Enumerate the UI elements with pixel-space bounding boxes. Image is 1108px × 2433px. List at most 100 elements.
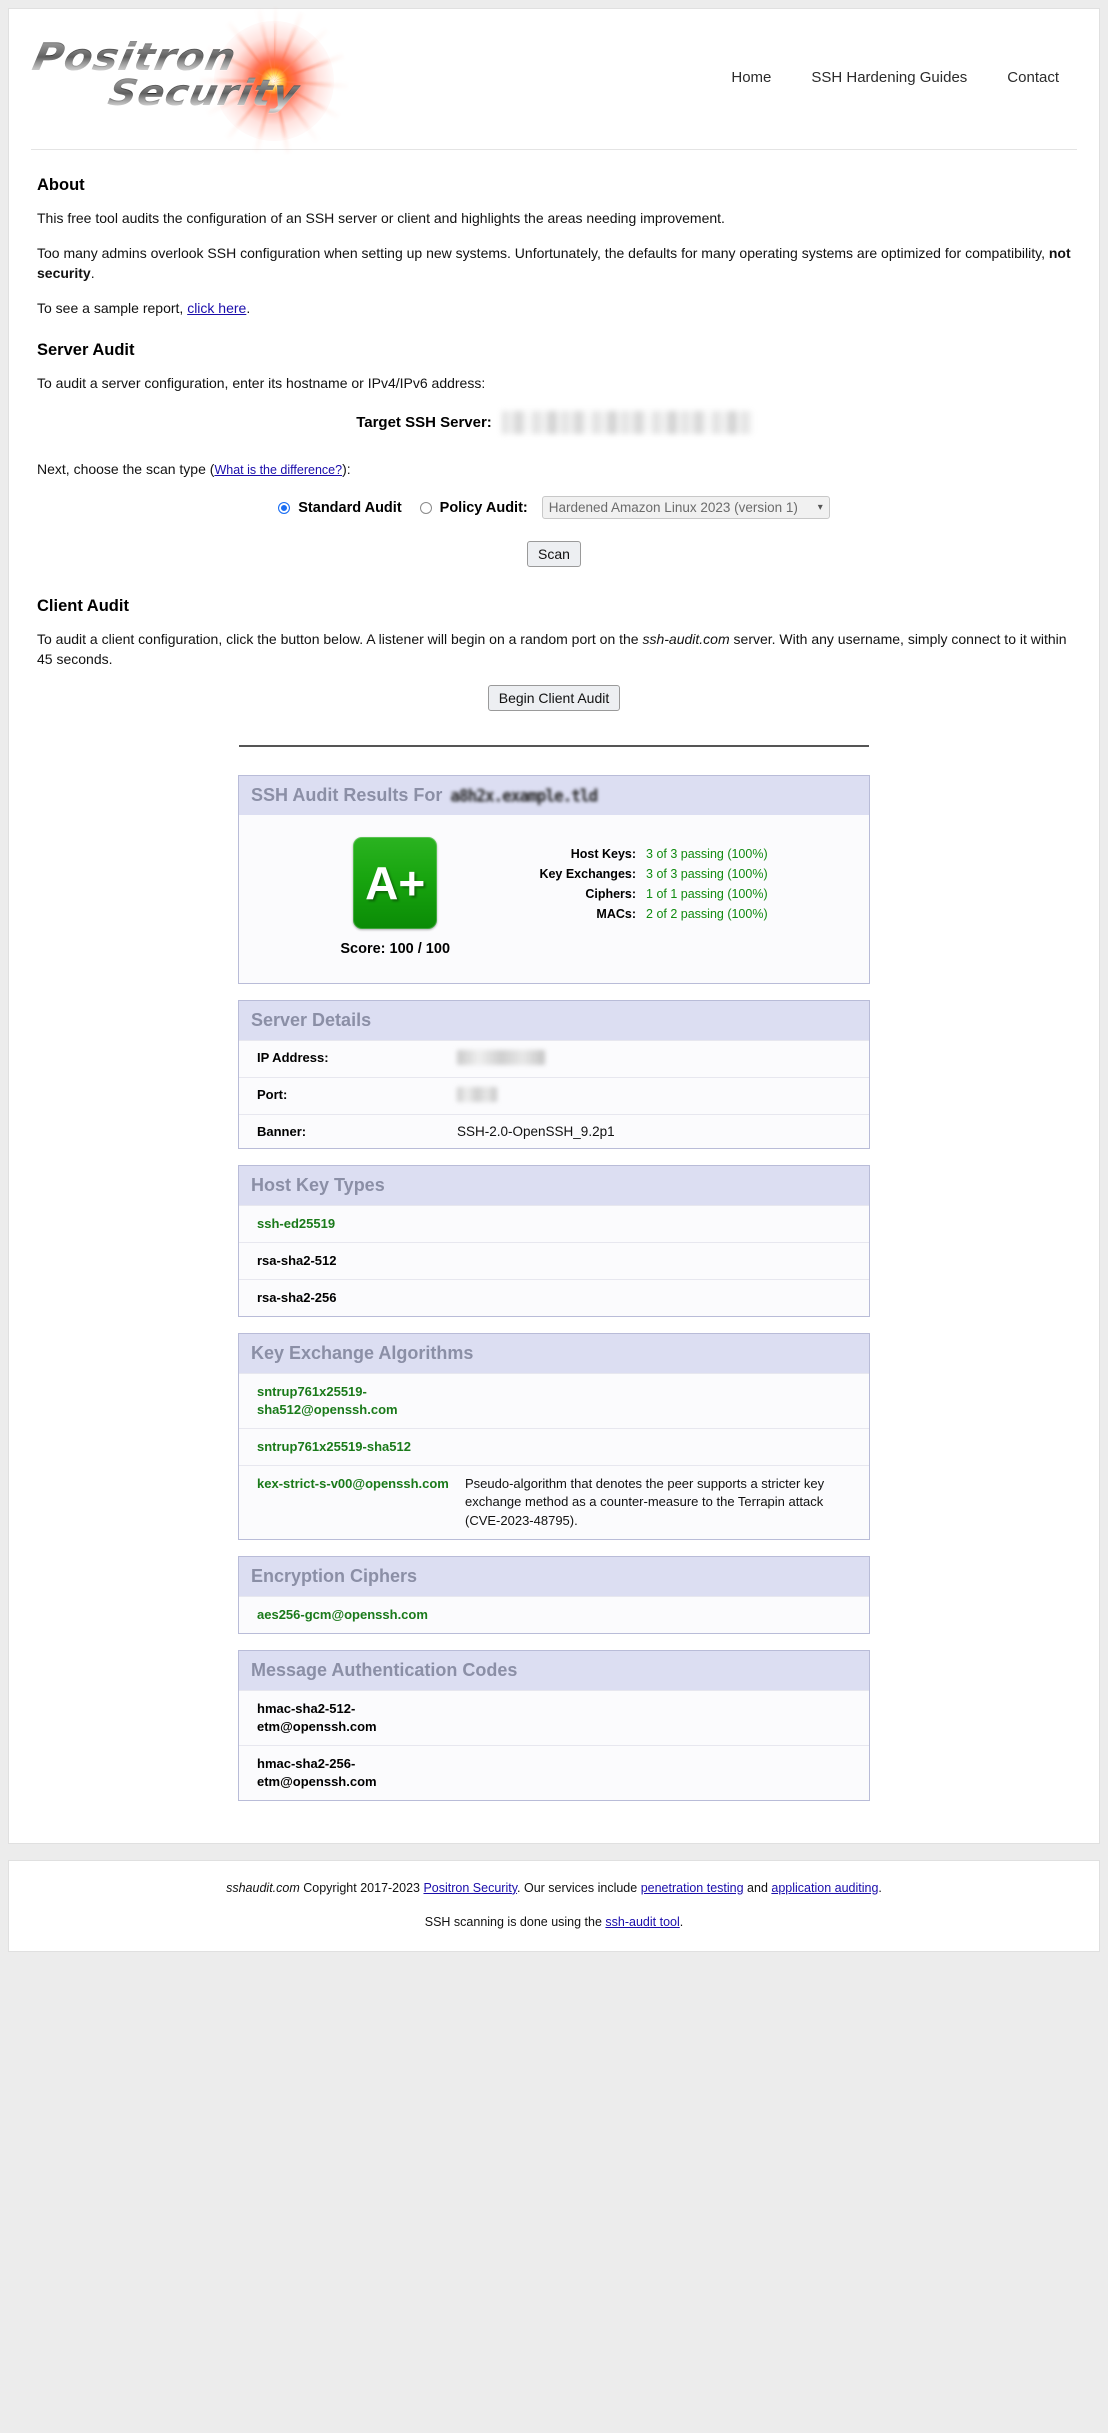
site-logo[interactable]: Positron Security [29, 19, 431, 141]
about-paragraph-1: This free tool audits the configuration … [37, 210, 725, 226]
logo-text-security: Security [104, 73, 304, 114]
server-audit-intro: To audit a server configuration, enter i… [37, 374, 486, 391]
header-divider [31, 149, 1077, 150]
sample-report-link[interactable]: click here [187, 299, 247, 316]
page-root: Positron Security Home SSH Hardening Gui… [0, 0, 1108, 1964]
host-key-types-heading: Host Key Types [239, 1166, 869, 1205]
cipher-name: aes256-gcm@openssh.com [257, 1606, 428, 1622]
scan-button-row: Scan [37, 541, 1071, 568]
pass-stats: Host Keys: 3 of 3 passing (100%) Key Exc… [496, 847, 768, 927]
results-title-prefix: SSH Audit Results For [251, 785, 443, 805]
main-nav: Home SSH Hardening Guides Contact [731, 69, 1077, 86]
client-audit-domain: ssh-audit.com [642, 631, 730, 648]
list-item: kex-strict-s-v00@openssh.com Pseudo-algo… [239, 1464, 869, 1539]
policy-audit-radio[interactable] [419, 501, 432, 514]
site-header: Positron Security Home SSH Hardening Gui… [9, 9, 1099, 149]
row-value-banner: SSH-2.0-OpenSSH_9.2p1 [457, 1124, 615, 1139]
kex-name: kex-strict-s-v00@openssh.com [257, 1475, 449, 1491]
main-content: About This free tool audits the configur… [9, 150, 1099, 1843]
chevron-down-icon: ▾ [817, 502, 823, 514]
macs-panel: Message Authentication Codes hmac-sha2-5… [238, 1649, 870, 1801]
results-divider [239, 745, 869, 747]
target-server-input[interactable] [501, 411, 752, 435]
about-paragraph-3: To see a sample report, click here. [37, 299, 1071, 319]
main-card: Positron Security Home SSH Hardening Gui… [8, 8, 1100, 1844]
client-audit-text: To audit a client configuration, click t… [37, 630, 1071, 670]
about-p2-text-a: Too many admins overlook SSH configurati… [37, 244, 1049, 261]
client-audit-heading: Client Audit [37, 597, 129, 616]
scan-type-difference-link[interactable]: What is the difference? [214, 463, 343, 478]
begin-client-audit-button[interactable]: Begin Client Audit [487, 685, 621, 711]
stat-value-key-exchanges: 3 of 3 passing (100%) [646, 867, 768, 881]
redacted-port [457, 1087, 497, 1102]
scan-type-text-a: Next, choose the scan type ( [37, 461, 215, 478]
stat-key-key-exchanges: Key Exchanges: [539, 867, 637, 881]
footer-link-penetration-testing[interactable]: penetration testing [640, 1880, 744, 1895]
stat-row: Key Exchanges: 3 of 3 passing (100%) [496, 867, 768, 881]
nav-link-ssh-hardening-guides[interactable]: SSH Hardening Guides [811, 68, 968, 86]
row-value-port [457, 1087, 497, 1105]
client-audit-text-b: server. With any username, simply connec… [37, 631, 1067, 668]
row-key-banner: Banner: [257, 1124, 307, 1139]
footer-link-positron-security[interactable]: Positron Security [423, 1880, 518, 1895]
standard-audit-radio[interactable] [278, 501, 291, 514]
scan-type-text-b: ): [342, 461, 351, 478]
kex-name: sntrup761x25519-sha512@openssh.com [257, 1383, 398, 1417]
list-item: hmac-sha2-256-etm@openssh.com [239, 1744, 869, 1800]
ciphers-heading: Encryption Ciphers [239, 1556, 869, 1596]
about-heading: About [37, 176, 85, 194]
score-label: Score: 100 / 100 [340, 941, 451, 957]
list-item: rsa-sha2-512 [239, 1241, 869, 1279]
mac-name: hmac-sha2-256-etm@openssh.com [257, 1755, 377, 1789]
stat-value-host-keys: 3 of 3 passing (100%) [646, 847, 768, 861]
stat-key-ciphers: Ciphers: [585, 887, 637, 901]
list-item: sntrup761x25519-sha512@openssh.com [239, 1372, 869, 1428]
list-item: hmac-sha2-512-etm@openssh.com [239, 1689, 869, 1745]
policy-audit-label[interactable]: Policy Audit: [439, 499, 528, 516]
scan-button[interactable]: Scan [527, 541, 581, 568]
list-item: sntrup761x25519-sha512 [239, 1427, 869, 1465]
row-value-ip-address [457, 1050, 545, 1068]
nav-link-contact[interactable]: Contact [1007, 68, 1059, 86]
standard-audit-label[interactable]: Standard Audit [298, 499, 402, 516]
list-item: aes256-gcm@openssh.com [239, 1595, 869, 1633]
footer-text-a: Copyright 2017-2023 [299, 1880, 424, 1895]
footer-text-e: SSH scanning is done using the [424, 1914, 606, 1929]
scan-type-options: Standard Audit Policy Audit: Hardened Am… [37, 496, 1071, 520]
server-details-panel: Server Details IP Address: Port: Banner:… [238, 1000, 870, 1149]
policy-select[interactable]: Hardened Amazon Linux 2023 (version 1) ▾ [541, 496, 830, 520]
score-body: A+ Score: 100 / 100 Host Keys: 3 of 3 pa… [239, 815, 869, 983]
list-item: ssh-ed25519 [239, 1205, 869, 1242]
macs-heading: Message Authentication Codes [239, 1650, 869, 1690]
redacted-ip-address [457, 1050, 545, 1065]
footer-line-2: SSH scanning is done using the ssh-audit… [9, 1915, 1099, 1929]
client-audit-button-row: Begin Client Audit [37, 685, 1071, 711]
table-row: Banner: SSH-2.0-OpenSSH_9.2p1 [239, 1114, 869, 1148]
about-p2-text-b: . [90, 264, 95, 281]
nav-link-home[interactable]: Home [731, 68, 772, 86]
ciphers-panel: Encryption Ciphers aes256-gcm@openssh.co… [238, 1555, 870, 1634]
scan-type-prompt: Next, choose the scan type (What is the … [37, 460, 1071, 480]
stat-value-ciphers: 1 of 1 passing (100%) [646, 887, 768, 901]
stat-value-macs: 2 of 2 passing (100%) [646, 907, 768, 921]
footer-link-ssh-audit-tool[interactable]: ssh-audit tool [605, 1914, 680, 1929]
stat-row: Host Keys: 3 of 3 passing (100%) [496, 847, 768, 861]
footer-site-name: sshaudit.com [226, 1880, 300, 1895]
footer-line-1: sshaudit.com Copyright 2017-2023 Positro… [9, 1881, 1099, 1895]
server-audit-heading: Server Audit [37, 340, 135, 359]
results-title-target: a8h2x.example.tld [450, 785, 598, 806]
table-row: IP Address: [239, 1040, 869, 1077]
policy-select-value: Hardened Amazon Linux 2023 (version 1) [548, 500, 798, 516]
footer-text-d: . [878, 1880, 882, 1895]
target-server-row: Target SSH Server: [37, 411, 1071, 435]
grade-badge: A+ [353, 837, 438, 929]
host-key-name: rsa-sha2-512 [257, 1252, 337, 1268]
client-audit-text-a: To audit a client configuration, click t… [37, 631, 643, 648]
row-key-ip-address: IP Address: [257, 1050, 329, 1065]
host-key-name: ssh-ed25519 [257, 1216, 336, 1231]
about-p3-text-b: . [246, 299, 251, 316]
footer-link-application-auditing[interactable]: application auditing [771, 1880, 879, 1895]
row-key-port: Port: [257, 1087, 288, 1102]
results-title: SSH Audit Results For a8h2x.example.tld [239, 776, 869, 815]
key-exchange-panel: Key Exchange Algorithms sntrup761x25519-… [238, 1332, 870, 1540]
